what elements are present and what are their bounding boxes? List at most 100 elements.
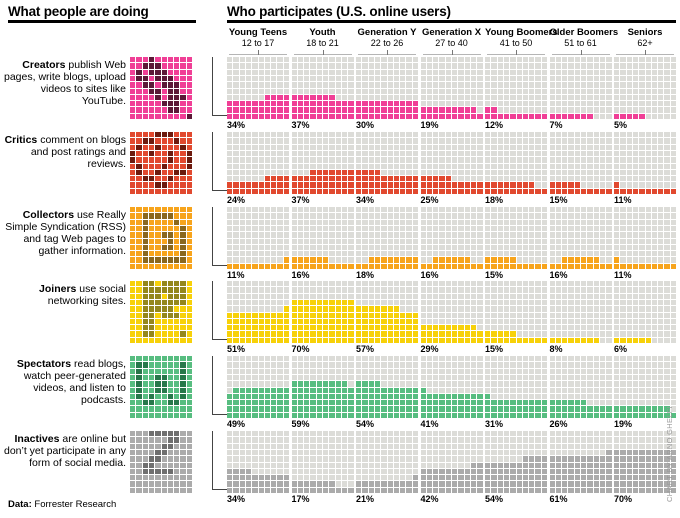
tick-mark xyxy=(387,50,388,55)
joiners-value-5: 15% xyxy=(485,344,504,354)
creators-icon xyxy=(130,57,192,119)
creators-value-4: 19% xyxy=(420,120,439,130)
critics-bar-1 xyxy=(227,132,289,194)
connector-horizontal xyxy=(213,115,228,116)
critics-value-7: 11% xyxy=(614,195,632,205)
collectors-bars xyxy=(227,207,676,269)
creators-value-1: 34% xyxy=(227,120,246,130)
column-tick xyxy=(550,49,612,55)
spectators-value-4: 41% xyxy=(420,419,439,429)
data-source-text: Forrester Research xyxy=(31,499,117,510)
inactives-bar-4 xyxy=(420,431,483,493)
left-section-title: What people are doing xyxy=(8,4,149,19)
inactives-value-2: 17% xyxy=(291,494,310,504)
tick-mark xyxy=(516,50,517,55)
critics-term: Critics xyxy=(4,134,38,146)
spectators-bar-2 xyxy=(291,356,354,418)
creators-bar-6 xyxy=(549,57,612,119)
right-title-rule xyxy=(227,20,676,23)
right-section-title: Who participates (U.S. online users) xyxy=(227,4,451,19)
joiners-bars xyxy=(227,281,676,343)
joiners-value-2: 70% xyxy=(291,344,310,354)
column-header-1: Young Teens 12 to 17 xyxy=(227,27,289,55)
inactives-description: Inactives are online but don’t yet parti… xyxy=(4,433,126,469)
critics-bar-3 xyxy=(356,132,418,194)
column-header-3: Generation Y 22 to 26 xyxy=(356,27,418,55)
column-header-4: Generation X 27 to 40 xyxy=(421,27,483,55)
critics-bar-7 xyxy=(614,132,676,194)
critics-value-4: 25% xyxy=(420,195,439,205)
inactives-term: Inactives xyxy=(14,433,60,445)
spectators-value-6: 26% xyxy=(549,419,568,429)
critics-value-1: 24% xyxy=(227,195,246,205)
column-name: Generation X xyxy=(421,27,482,38)
left-title-rule xyxy=(8,20,196,23)
joiners-icon xyxy=(130,281,192,343)
spectators-value-labels: 49% 59% 54% 41% 31% 26% 19% xyxy=(227,419,676,429)
column-headers: Young Teens 12 to 17 Youth 18 to 21 Generati… xyxy=(227,27,676,55)
creators-bars xyxy=(227,57,676,119)
spectators-value-5: 31% xyxy=(485,419,504,429)
column-age-range: 12 to 17 xyxy=(241,38,275,48)
collectors-bar-3 xyxy=(356,207,418,269)
creators-bar-7 xyxy=(614,57,676,119)
creators-value-5: 12% xyxy=(485,120,504,130)
column-header-5: Young Boomers 41 to 50 xyxy=(485,27,558,55)
collectors-value-3: 18% xyxy=(356,270,375,280)
collectors-bar-1 xyxy=(227,207,289,269)
critics-bar-6 xyxy=(549,132,612,194)
tick-mark xyxy=(258,50,259,55)
creators-description-text: publish Web pages, write blogs, upload v… xyxy=(4,59,126,107)
joiners-value-labels: 51% 70% 57% 29% 15% 8% 6% xyxy=(227,344,676,354)
collectors-value-5: 15% xyxy=(485,270,504,280)
inactives-value-4: 42% xyxy=(420,494,439,504)
column-tick xyxy=(292,49,354,55)
spectators-value-3: 54% xyxy=(356,419,375,429)
collectors-value-4: 16% xyxy=(420,270,439,280)
joiners-term: Joiners xyxy=(39,283,77,295)
creators-value-labels: 34% 37% 30% 19% 12% 7% 5% xyxy=(227,120,676,130)
joiners-bar-4 xyxy=(420,281,483,343)
column-name: Young Teens xyxy=(228,27,288,38)
collectors-icon xyxy=(130,207,192,269)
critics-description: Critics comment on blogs and post rating… xyxy=(4,134,126,170)
creators-value-3: 30% xyxy=(356,120,375,130)
creators-bar-1 xyxy=(227,57,289,119)
joiners-value-3: 57% xyxy=(356,344,375,354)
creators-value-2: 37% xyxy=(291,120,310,130)
connector-horizontal xyxy=(213,414,228,415)
data-source: Data: Forrester Research xyxy=(8,499,116,510)
spectators-bar-1 xyxy=(227,356,289,418)
inactives-bar-6 xyxy=(549,431,612,493)
column-name: Generation Y xyxy=(357,27,417,38)
joiners-bar-5 xyxy=(485,281,547,343)
inactives-value-5: 54% xyxy=(485,494,504,504)
collectors-bar-6 xyxy=(549,207,612,269)
inactives-bar-2 xyxy=(291,431,354,493)
joiners-bar-3 xyxy=(356,281,418,343)
column-name: Seniors xyxy=(627,27,663,38)
column-name: Older Boomers xyxy=(549,27,619,38)
joiners-bar-7 xyxy=(614,281,676,343)
critics-bar-4 xyxy=(420,132,483,194)
spectators-bar-3 xyxy=(356,356,418,418)
connector-horizontal xyxy=(213,190,228,191)
connector-horizontal xyxy=(213,265,228,266)
spectators-bar-7 xyxy=(614,356,676,418)
critics-value-3: 34% xyxy=(356,195,375,205)
critics-value-5: 18% xyxy=(485,195,504,205)
column-header-6: Older Boomers 51 to 61 xyxy=(549,27,619,55)
creators-bar-4 xyxy=(420,57,483,119)
creators-value-7: 5% xyxy=(614,120,628,130)
inactives-value-labels: 34% 17% 21% 42% 54% 61% 70% xyxy=(227,494,676,504)
joiners-value-4: 29% xyxy=(420,344,439,354)
column-header-7: Seniors 62+ xyxy=(614,27,676,55)
spectators-bars xyxy=(227,356,676,418)
creators-description: Creators publish Web pages, write blogs,… xyxy=(4,59,126,107)
column-tick xyxy=(421,49,483,55)
column-age-range: 22 to 26 xyxy=(370,38,404,48)
inactives-description-text: are online but don’t yet participate in … xyxy=(4,433,126,469)
inactives-icon xyxy=(130,431,192,493)
critics-value-2: 37% xyxy=(291,195,310,205)
